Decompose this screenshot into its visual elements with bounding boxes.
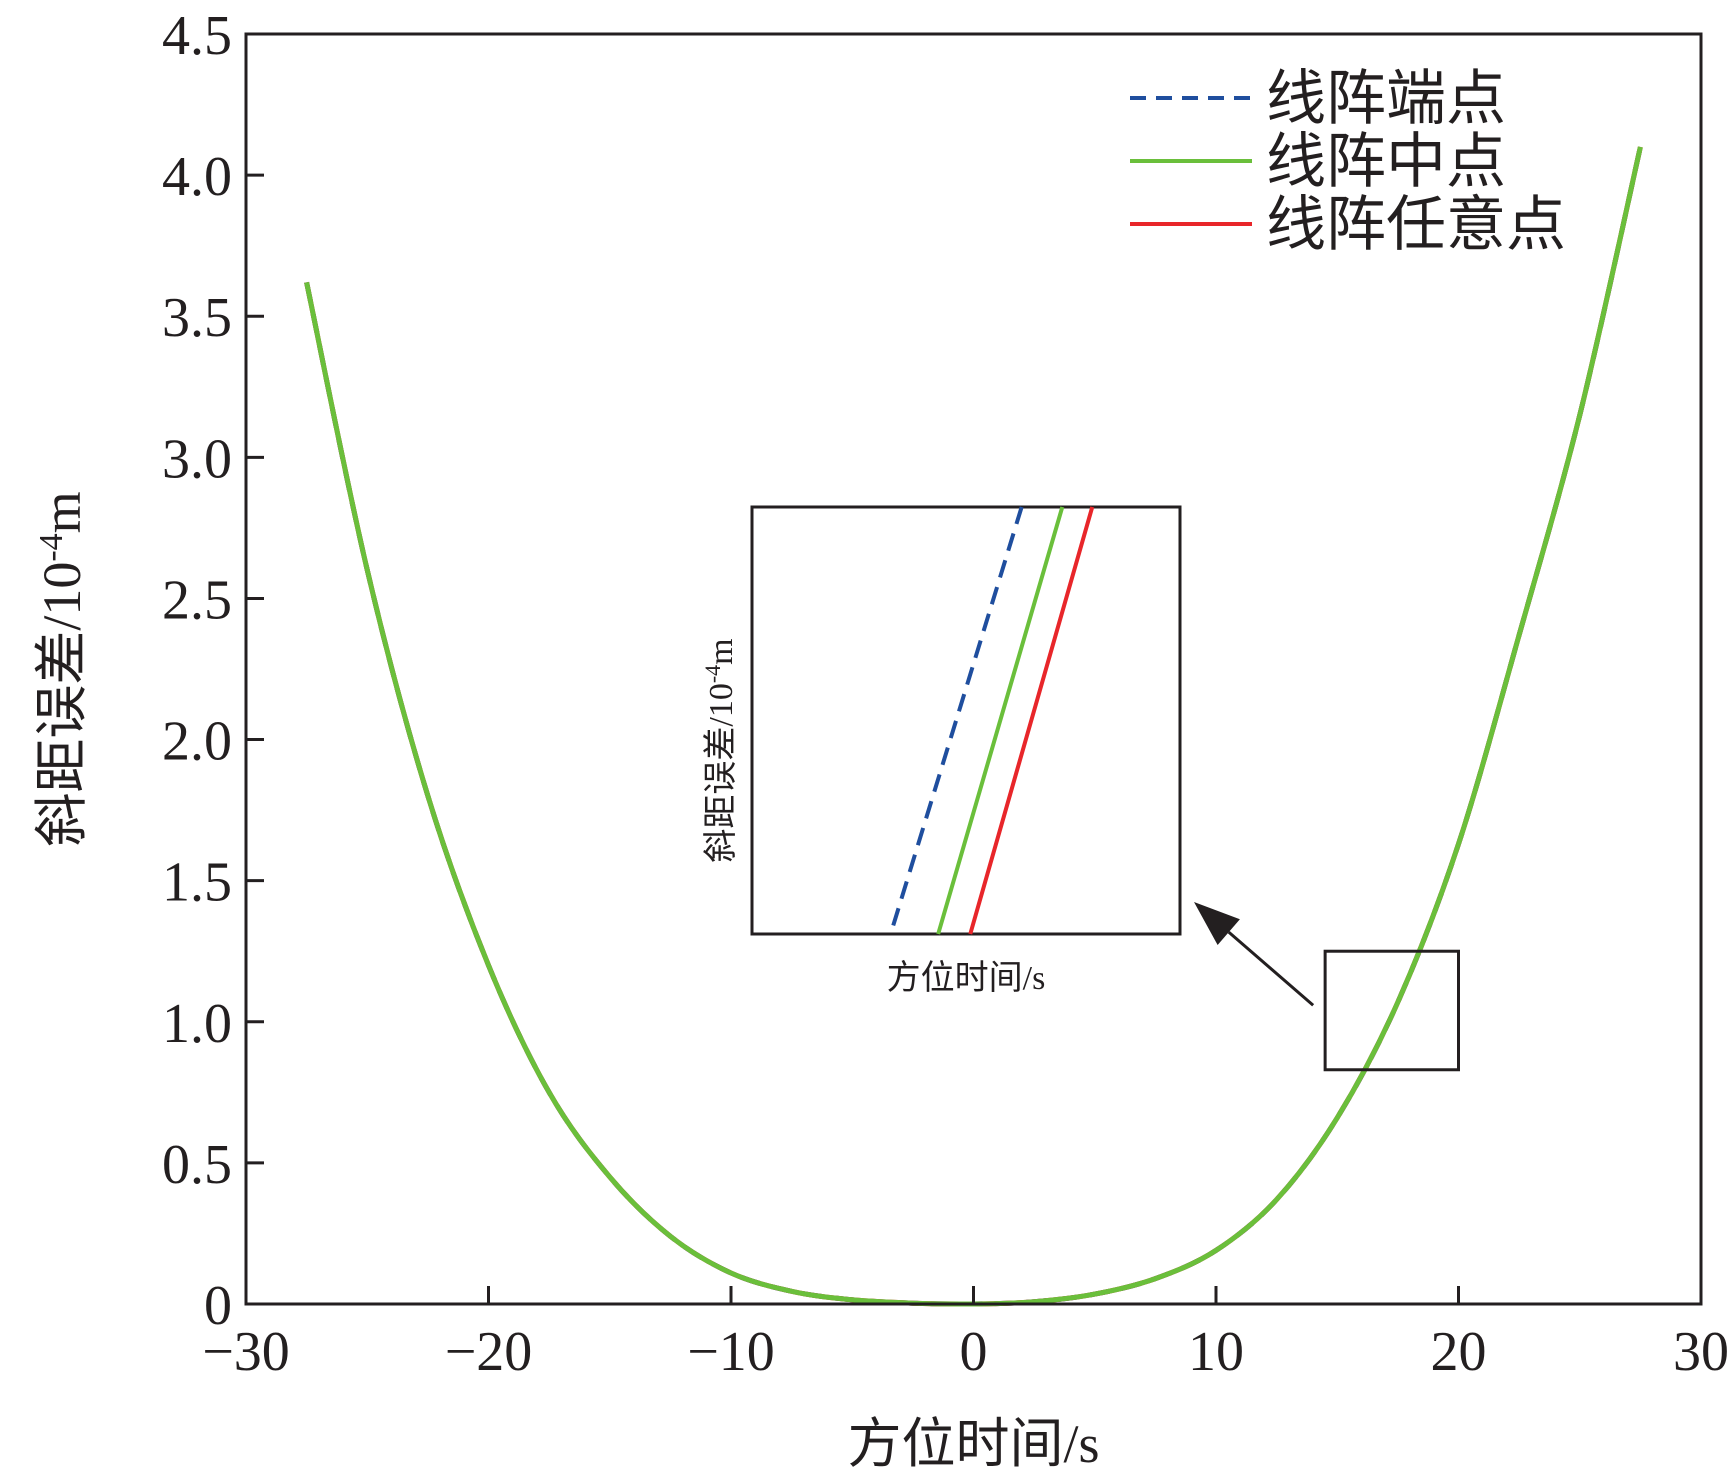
legend-label: 线阵任意点 bbox=[1266, 192, 1566, 258]
legend-label: 线阵端点 bbox=[1266, 66, 1506, 132]
arrow-shaft bbox=[1227, 930, 1315, 1007]
x-axis-title: 方位时间/s bbox=[847, 1414, 1099, 1474]
inset-y-axis-title: 斜距误差/10-4m bbox=[700, 638, 741, 862]
x-tick-label: 30 bbox=[1673, 1321, 1729, 1383]
y-tick-label: 1.0 bbox=[162, 993, 232, 1055]
inset-lines bbox=[891, 506, 1095, 935]
y-tick-label: 3.0 bbox=[162, 428, 232, 490]
zoom-region-box bbox=[1323, 949, 1460, 1072]
inset-y-axis-title-main: 斜距误差/10 bbox=[702, 683, 740, 862]
arrow-head bbox=[1194, 902, 1240, 945]
y-axis-title-exponent: -4 bbox=[33, 533, 70, 561]
x-tick-label: −10 bbox=[687, 1321, 775, 1383]
x-tick-label: 20 bbox=[1431, 1321, 1487, 1383]
y-tick-label: 2.5 bbox=[162, 569, 232, 631]
y-tick-label: 3.5 bbox=[162, 287, 232, 349]
y-tick-label: 2.0 bbox=[162, 711, 232, 773]
x-tick-label: 10 bbox=[1188, 1321, 1244, 1383]
y-axis: 0 0.5 1.0 1.5 2.0 2.5 3.0 3.5 4.0 4.5 bbox=[162, 5, 264, 1337]
y-axis-title: 斜距误差/10-4m bbox=[32, 491, 92, 846]
y-tick-label: 4.0 bbox=[162, 146, 232, 208]
x-tick-label: −30 bbox=[202, 1321, 290, 1383]
inset-x-axis-title: 方位时间/s bbox=[887, 959, 1046, 997]
inset-frame bbox=[750, 505, 1182, 936]
y-tick-label: 1.5 bbox=[162, 852, 232, 914]
inset-chart: 方位时间/s 斜距误差/10-4m bbox=[700, 505, 1182, 997]
y-tick-label: 0 bbox=[204, 1275, 232, 1337]
inset-series-line bbox=[936, 506, 1065, 935]
inset-series-line bbox=[968, 506, 1095, 935]
x-axis: −30 −20 −10 0 10 20 30 bbox=[202, 1286, 1729, 1383]
x-tick-label: 0 bbox=[960, 1321, 988, 1383]
legend-label: 线阵中点 bbox=[1266, 129, 1506, 195]
inset-y-axis-title-unit: m bbox=[703, 638, 740, 664]
y-tick-label: 0.5 bbox=[162, 1134, 232, 1196]
x-tick-label: −20 bbox=[445, 1321, 533, 1383]
y-axis-title-main: 斜距误差/10 bbox=[32, 562, 92, 847]
y-tick-label: 4.5 bbox=[162, 5, 232, 67]
inset-series-line bbox=[891, 506, 1024, 927]
zoom-arrow bbox=[1194, 902, 1315, 1007]
y-axis-title-unit: m bbox=[32, 491, 92, 533]
inset-y-axis-title-exponent: -4 bbox=[700, 665, 725, 683]
